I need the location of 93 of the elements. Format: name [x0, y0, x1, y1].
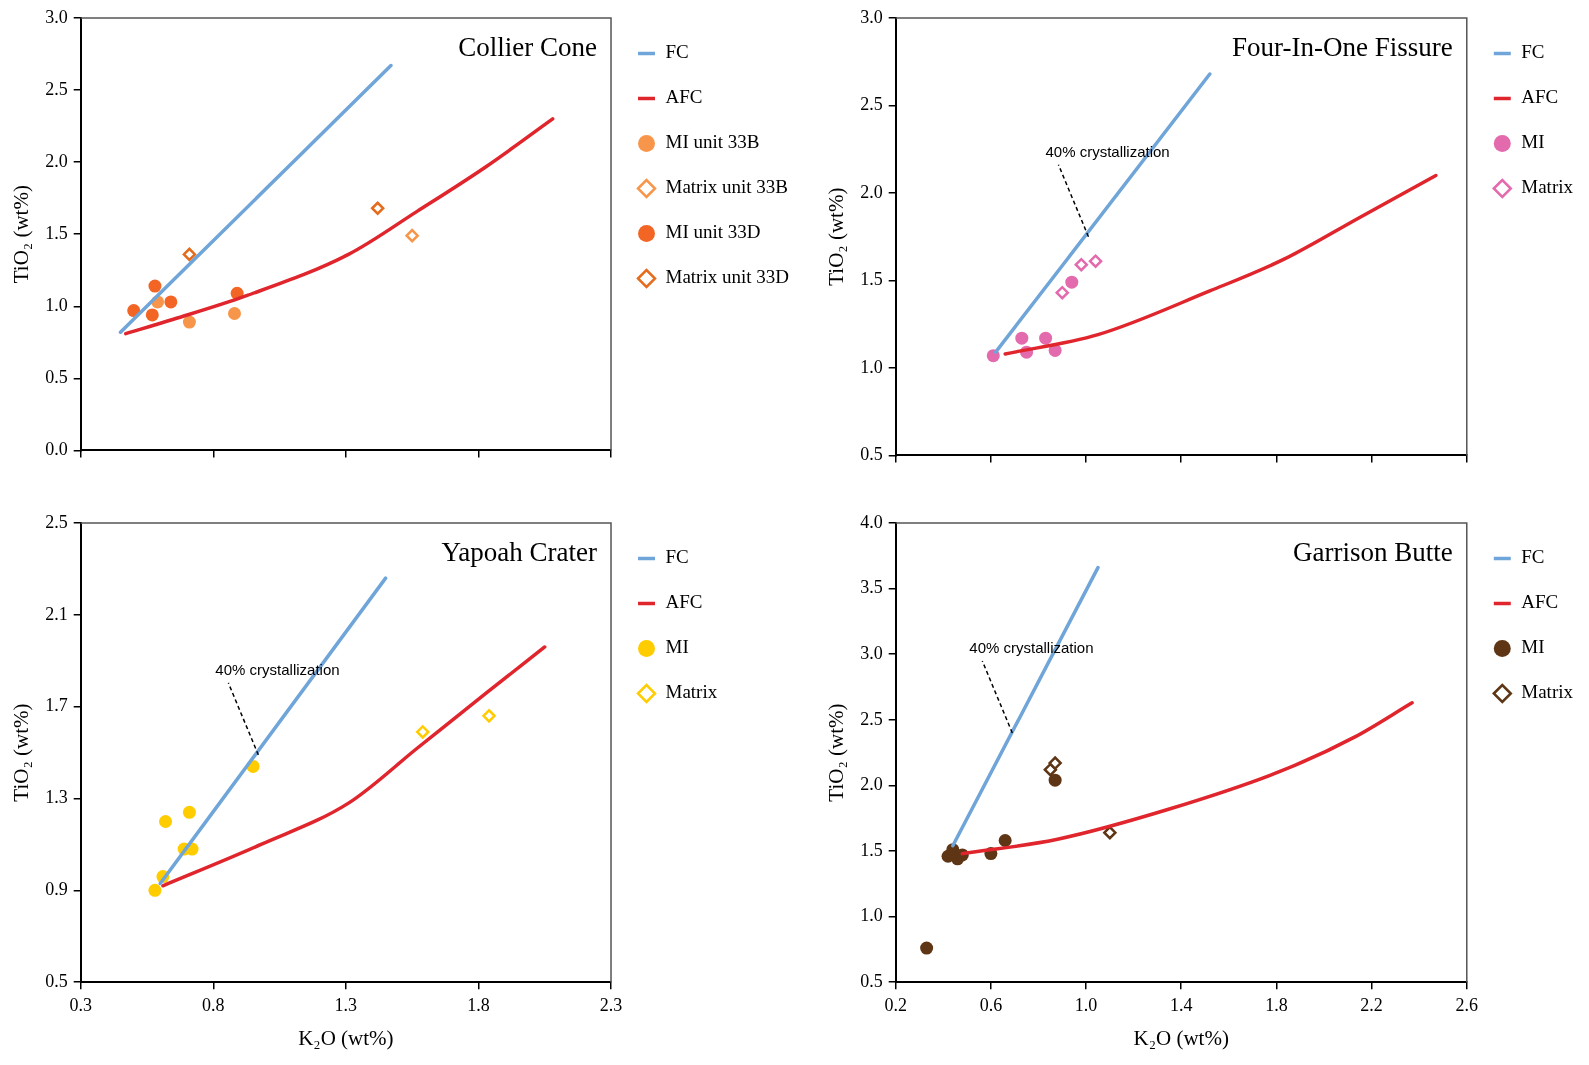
- y-tick-label: 2.0: [860, 181, 883, 202]
- point: [159, 814, 173, 828]
- y-tick-label: 0.0: [45, 439, 68, 460]
- point: [1055, 285, 1070, 300]
- text: Yapoah Crater: [441, 537, 598, 567]
- point: [148, 279, 162, 293]
- y-tick-label: 1.5: [860, 269, 883, 290]
- y-tick-label: 2.5: [860, 94, 883, 115]
- legend-label: AFC: [1521, 591, 1559, 613]
- legend-label: Matrix unit 33B: [665, 176, 788, 198]
- text: Collier Cone: [458, 32, 598, 62]
- point: [1074, 257, 1089, 272]
- legend-label: MI unit 33D: [665, 221, 761, 243]
- point: [1103, 825, 1117, 840]
- y-tick-label: 4.0: [860, 511, 883, 532]
- x-tick-label: 1.8: [1265, 994, 1288, 1015]
- point: [405, 228, 419, 243]
- y-tick-label: 2.0: [45, 150, 68, 171]
- point: [416, 725, 430, 739]
- y-tick-label: 0.5: [860, 444, 883, 465]
- y-tick-label: 0.5: [860, 970, 883, 991]
- x-axis-title: K₂O (wt%): [298, 1025, 394, 1050]
- legend-label: FC: [665, 546, 689, 568]
- legend-label: Matrix: [1521, 681, 1574, 703]
- legend-label: MI: [1521, 131, 1545, 153]
- point: [998, 834, 1012, 847]
- line-series: [124, 117, 555, 336]
- x-tick-label: 0.3: [69, 994, 92, 1015]
- point: [164, 295, 178, 309]
- text: Garrison Butte: [1293, 537, 1453, 567]
- y-tick-label: 0.9: [45, 879, 68, 900]
- x-tick-label: 0.6: [979, 994, 1003, 1015]
- y-axis-title: TiO₂ (wt%): [824, 703, 849, 802]
- point: [148, 883, 162, 897]
- point: [1065, 275, 1079, 289]
- x-tick-label: 0.2: [884, 994, 907, 1015]
- x-tick-label: 2.6: [1455, 994, 1479, 1015]
- x-tick-label: 2.2: [1360, 994, 1383, 1015]
- point: [145, 308, 159, 322]
- legend-label: MI: [665, 636, 689, 658]
- legend-label: Matrix: [1521, 176, 1574, 198]
- y-tick-label: 2.1: [45, 603, 68, 624]
- line-series: [1003, 173, 1438, 356]
- y-tick-label: 0.5: [45, 367, 68, 388]
- y-tick-label: 2.5: [860, 708, 883, 729]
- legend-label: AFC: [1521, 86, 1559, 108]
- y-tick-label: 3.0: [860, 642, 883, 663]
- point: [182, 247, 197, 262]
- y-tick-label: 3.5: [860, 577, 883, 598]
- y-tick-label: 2.5: [45, 511, 68, 532]
- point: [1039, 331, 1053, 345]
- y-tick-label: 2.5: [45, 78, 68, 99]
- x-tick-label: 2.3: [599, 994, 623, 1015]
- point: [1088, 254, 1103, 268]
- y-tick-label: 1.3: [45, 787, 68, 808]
- y-tick-label: 0.5: [45, 970, 68, 991]
- y-tick-label: 1.0: [860, 905, 883, 926]
- legend-label: FC: [1521, 546, 1545, 568]
- point: [182, 805, 196, 819]
- y-tick-label: 1.5: [45, 222, 68, 243]
- point: [1048, 773, 1062, 787]
- text: Four-In-One Fissure: [1232, 32, 1453, 62]
- legend-label: Matrix unit 33D: [665, 266, 790, 288]
- x-axis-title: K₂O (wt%): [1133, 1025, 1229, 1050]
- legend-label: MI: [1521, 636, 1545, 658]
- legend-label: MI unit 33B: [665, 131, 760, 153]
- point: [920, 941, 934, 955]
- legend-label: AFC: [665, 86, 703, 108]
- y-tick-label: 1.7: [45, 695, 68, 716]
- y-axis-title: TiO₂ (wt%): [824, 187, 849, 286]
- y-tick-label: 2.0: [860, 774, 883, 795]
- x-tick-label: 1.8: [467, 994, 490, 1015]
- legend-label: FC: [1521, 41, 1545, 63]
- x-tick-label: 0.8: [202, 994, 225, 1015]
- point: [1048, 756, 1062, 770]
- legend-label: FC: [665, 41, 689, 63]
- y-tick-label: 3.0: [860, 6, 883, 27]
- legend-label: AFC: [665, 591, 703, 613]
- y-tick-label: 1.0: [860, 356, 883, 377]
- point: [182, 315, 196, 329]
- point: [482, 709, 496, 723]
- legend-label: Matrix: [665, 681, 718, 703]
- y-axis-title: TiO₂ (wt%): [9, 703, 34, 802]
- x-tick-label: 1.0: [1074, 994, 1098, 1015]
- point: [1015, 331, 1029, 345]
- x-tick-label: 1.4: [1169, 994, 1193, 1015]
- y-tick-label: 3.0: [45, 6, 68, 27]
- y-tick-label: 1.5: [860, 839, 883, 860]
- x-tick-label: 1.3: [334, 994, 358, 1015]
- y-tick-label: 1.0: [45, 295, 68, 315]
- point: [370, 201, 385, 216]
- point: [227, 306, 241, 320]
- y-axis-title: TiO₂ (wt%): [9, 185, 34, 284]
